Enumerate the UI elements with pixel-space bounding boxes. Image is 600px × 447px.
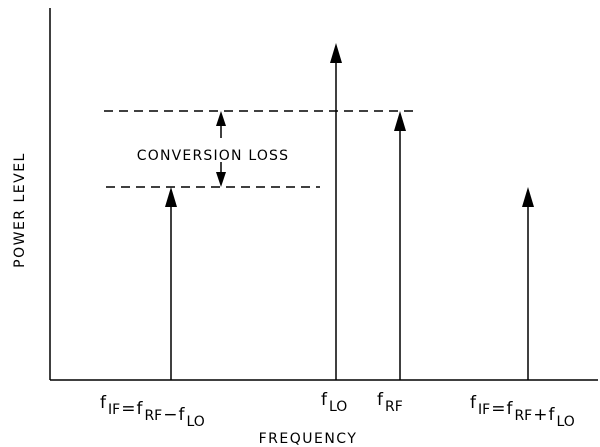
spectral-line-if-upper — [522, 187, 534, 380]
y-axis-label: POWER LEVEL — [12, 152, 28, 268]
conversion-loss-arrow-up — [216, 111, 226, 138]
spectral-line-rf — [394, 111, 406, 380]
spectral-line-lo — [330, 43, 342, 380]
conversion-loss-label: CONVERSION LOSS — [137, 148, 289, 164]
freq-label-if-lower: f IF=f RF−f LO — [100, 393, 205, 430]
frequency-labels: f IF=f RF−f LO f LO f RF f IF=f RF+f LO — [100, 390, 575, 430]
freq-label-lo: f LO — [321, 390, 347, 415]
freq-label-if-upper: f IF=f RF+f LO — [470, 393, 575, 430]
freq-label-rf: f RF — [377, 390, 403, 415]
spectral-line-if-lower — [165, 187, 177, 380]
x-axis-label: FREQUENCY — [259, 431, 358, 447]
conversion-loss-arrow-down — [216, 162, 226, 187]
